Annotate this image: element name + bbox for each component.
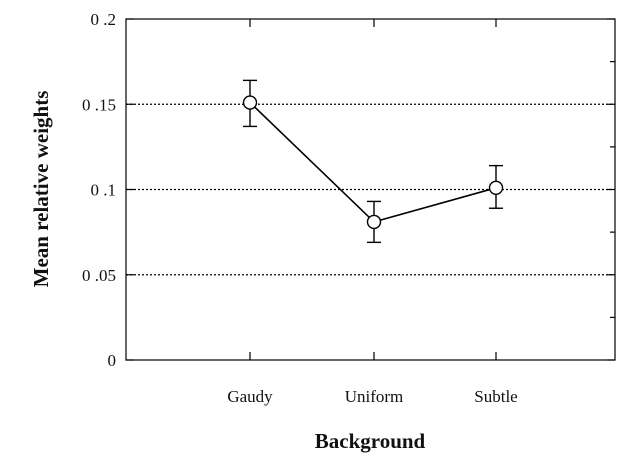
grid-lines [126,103,615,276]
y-tick-label: 0 .2 [91,10,117,29]
y-tick-labels: 0 0 .05 0 .1 0 .15 0 .2 [82,10,116,370]
x-axis-title: Background [315,429,426,453]
data-point-subtle [488,180,504,195]
y-tick-label: 0 .05 [82,266,116,285]
axis-ticks [126,18,615,361]
x-tick-label-gaudy: Gaudy [227,387,273,406]
y-axis-title: Mean relative weights [29,91,53,288]
x-tick-label-subtle: Subtle [474,387,517,406]
data-series [242,79,504,244]
y-tick-label: 0 [108,351,117,370]
data-point-uniform [366,214,382,230]
x-tick-label-uniform: Uniform [345,387,404,406]
y-tick-label: 0 .1 [91,181,117,200]
data-point-gaudy [242,95,258,110]
y-tick-label: 0 .15 [82,95,116,114]
series-line [249,101,497,223]
x-tick-labels: Gaudy Uniform Subtle [227,387,517,406]
